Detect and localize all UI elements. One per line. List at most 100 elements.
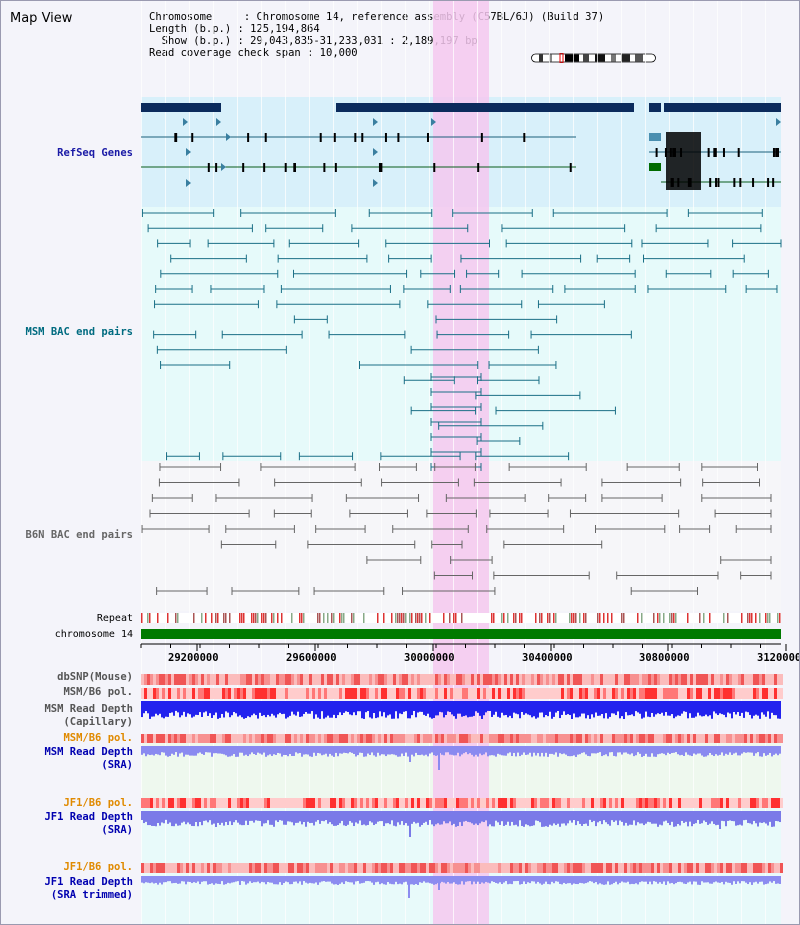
msm-pol-strip-2 [462,734,465,743]
jf1-sra-depth-bar [435,811,437,825]
jf1-trimmed-depth-bar [517,876,519,881]
jf1-pol-strip-2 [177,863,180,873]
dbsnp-strip [387,674,390,685]
msm-pol-strip-2 [450,734,453,743]
msm-pol-strip [639,688,642,699]
exon [775,148,778,157]
msm-pol-strip-2 [780,734,783,743]
repeat-element [657,613,659,623]
track-label-dbsnp[interactable]: dbSNP(Mouse) [57,671,133,683]
msm-sra-depth-bar [535,746,537,756]
msm-sra-depth-bar [657,746,659,755]
track-label-msm-b6-pol-2[interactable]: MSM/B6 pol. [63,732,133,744]
msm-pol-strip-2 [489,734,492,743]
msm-capillary-depth-bar [287,701,289,718]
msm-capillary-depth-bar [465,701,467,716]
jf1-sra-depth-bar [467,811,469,822]
dbsnp-strip [462,674,465,685]
msm-capillary-depth-bar [199,701,201,713]
jf1-sra-depth-bar [691,811,693,827]
jf1-sra-depth-bar [653,811,655,824]
jf1-trimmed-depth-bar [319,876,321,883]
jf1-sra-depth-bar [475,811,477,824]
jf1-trimmed-depth-bar [177,876,179,884]
msm-sra-depth-bar [319,746,321,754]
jf1-sra-depth-bar [305,811,307,827]
jf1-pol-strip-2 [675,863,678,873]
msm-capillary-depth-bar [777,701,779,719]
jf1-pol-strip-2 [585,863,588,873]
msm-capillary-depth-bar [345,701,347,712]
msm-capillary-depth-bar [459,701,461,714]
msm-pol-strip [417,688,420,699]
msm-capillary-depth-bar [585,701,587,719]
jf1-sra-depth-bar [167,811,169,824]
msm-sra-depth-bar [691,746,693,757]
msm-pol-strip [222,688,225,699]
msm-sra-depth-bar [303,746,305,755]
msm-pol-strip [363,688,366,699]
jf1-pol-strip [591,798,594,808]
track-label-msm-b6-pol[interactable]: MSM/B6 pol. [63,686,133,698]
track-label-jf1-b6-pol-2[interactable]: JF1/B6 pol. [63,861,133,873]
jf1-sra-depth-bar [261,811,263,827]
msm-sra-depth-bar [407,746,409,757]
msm-capillary-depth-bar [423,701,425,715]
jf1-sra-depth-bar [327,811,329,824]
msm-pol-strip [468,688,471,699]
jf1-trimmed-depth-bar [737,876,739,882]
dbsnp-strip [162,674,165,685]
jf1-pol-strip [360,798,363,808]
jf1-sra-depth-bar [195,811,197,823]
jf1-pol-strip-2 [756,863,759,873]
jf1-pol-strip-2 [150,863,153,873]
jf1-pol-strip [222,798,225,808]
msm-sra-depth-bar [631,746,633,754]
jf1-sra-depth-bar [745,811,747,820]
jf1-sra-depth-bar [339,811,341,824]
track-label-jf1-depth-sra[interactable]: JF1 Read Depth (SRA) [44,811,133,837]
track-label-jf1-b6-pol[interactable]: JF1/B6 pol. [63,797,133,809]
jf1-pol-strip-2 [402,863,405,873]
repeat-element [301,613,303,623]
jf1-pol-strip-2 [330,863,333,873]
jf1-sra-depth-bar [365,811,367,826]
jf1-sra-depth-bar [207,811,209,823]
jf1-pol-strip [165,798,168,808]
jf1-sra-depth-bar [649,811,651,823]
jf1-trimmed-depth-bar [427,876,429,883]
track-label-b6n-bac[interactable]: B6N BAC end pairs [25,529,133,541]
axis-tick-label: 29200000 [168,652,219,664]
msm-capillary-depth-bar [421,701,423,712]
dbsnp-strip [468,674,471,685]
chromosome-ideogram[interactable] [531,53,656,63]
jf1-trimmed-depth-bar [567,876,569,884]
jf1-trimmed-depth-bar [721,876,723,882]
jf1-pol-strip [375,798,378,808]
track-label-msm-depth-capillary[interactable]: MSM Read Depth (Capillary) [44,703,133,729]
jf1-pol-strip-2 [255,863,258,873]
msm-capillary-depth-bar [327,701,329,716]
track-label-msm-depth-sra[interactable]: MSM Read Depth (SRA) [44,746,133,772]
track-label-jf1-depth-trimmed[interactable]: JF1 Read Depth (SRA trimmed) [44,876,133,902]
track-label-msm-bac[interactable]: MSM BAC end pairs [25,326,133,338]
msm-capillary-depth-bar [579,701,581,717]
msm-pol-strip-2 [642,734,645,743]
msm-pol-strip [267,688,270,699]
repeat-element [339,613,341,623]
msm-sra-depth-bar [703,746,705,757]
jf1-pol-strip-2 [414,863,417,873]
msm-capillary-depth-bar [483,701,485,716]
msm-pol-strip [651,688,654,699]
msm-sra-depth-bar [665,746,667,756]
track-label-refseq[interactable]: RefSeq Genes [57,147,133,159]
jf1-trimmed-depth-bar [189,876,191,882]
jf1-trimmed-depth-bar [609,876,611,885]
jf1-sra-depth-bar [543,811,545,827]
jf1-sra-depth-bar [617,811,619,826]
msm-pol-strip-2 [318,734,321,743]
msm-capillary-depth-bar [641,701,643,719]
msm-pol-strip-2 [207,734,210,743]
msm-capillary-depth-bar [679,701,681,716]
